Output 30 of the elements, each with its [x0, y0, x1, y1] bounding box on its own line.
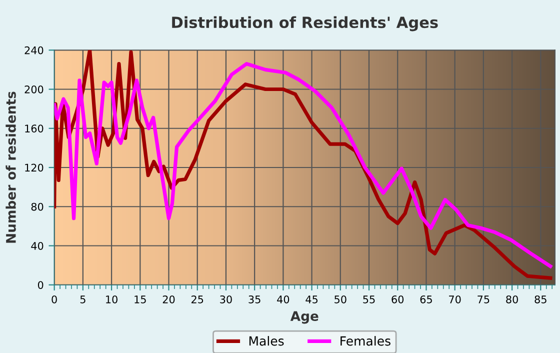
- x-tick-label: 15: [134, 296, 146, 304]
- y-tick-label: 40: [31, 242, 44, 250]
- y-tick-label: 80: [31, 202, 44, 211]
- x-tick-label: 30: [220, 295, 232, 304]
- x-axis-title: Age: [290, 311, 318, 324]
- chart-title: Distribution of Residents' Ages: [172, 16, 438, 32]
- legend-label: Males: [249, 336, 284, 346]
- y-tick-label: 160: [25, 124, 44, 132]
- x-tick-label: 25: [191, 295, 204, 304]
- x-tick-label: 60: [392, 295, 404, 304]
- y-tick-label: 120: [25, 164, 44, 172]
- x-tick-label: 45: [306, 296, 318, 304]
- x-tick-label: 50: [334, 295, 346, 304]
- x-tick-label: 0: [52, 295, 57, 304]
- x-tick-label: 70: [449, 295, 461, 304]
- x-tick-label: 75: [478, 296, 490, 304]
- x-tick-label: 35: [248, 295, 260, 304]
- legend-label: Females: [340, 336, 390, 346]
- x-tick-label: 40: [277, 295, 290, 304]
- x-tick-label: 80: [506, 295, 518, 304]
- x-tick-label: 20: [162, 295, 175, 304]
- y-tick-label: 240: [24, 46, 44, 54]
- x-tick-label: 10: [106, 295, 118, 304]
- x-tick-label: 55: [363, 296, 375, 304]
- x-tick-label: 5: [80, 296, 86, 304]
- x-tick-label: 85: [534, 295, 546, 304]
- y-tick-label: 200: [24, 85, 44, 94]
- y-tick-label: 0: [38, 281, 44, 289]
- x-tick-label: 65: [420, 295, 432, 304]
- y-axis-title: Number of residents: [6, 92, 16, 243]
